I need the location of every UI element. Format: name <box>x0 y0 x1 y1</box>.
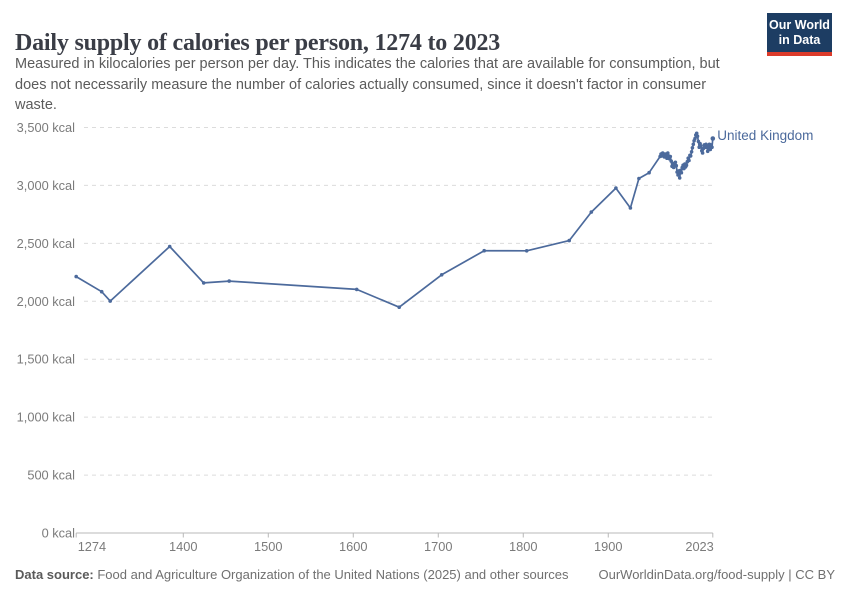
y-axis-tick-label: 0 kcal <box>42 526 75 541</box>
owid-logo: Our World in Data <box>767 13 832 56</box>
data-point-marker <box>397 305 402 310</box>
subtitle-line: Measured in kilocalories per person per … <box>15 56 720 72</box>
data-point-marker <box>700 151 705 155</box>
data-point-marker <box>710 145 714 149</box>
data-point-marker <box>671 165 676 170</box>
data-point-marker <box>710 136 716 141</box>
data-point-marker <box>689 150 694 154</box>
data-point-marker <box>99 289 104 294</box>
subtitle-line: does not necessarily measure the number … <box>15 76 707 93</box>
data-point-marker <box>699 144 703 148</box>
data-point-marker <box>589 210 594 214</box>
data-point-marker <box>614 186 618 190</box>
data-point-marker <box>691 142 696 147</box>
data-point-marker <box>108 299 112 303</box>
data-point-marker <box>705 149 710 154</box>
x-axis-tick-label: 1274 <box>78 539 106 554</box>
x-axis-tick-label: 1500 <box>254 539 282 554</box>
data-point-marker <box>688 154 693 158</box>
y-axis-tick-label: 3,500 kcal <box>17 120 75 135</box>
data-point-marker <box>647 170 651 175</box>
data-point-marker <box>690 146 695 150</box>
data-point-marker <box>167 244 172 249</box>
data-point-marker <box>679 170 684 175</box>
data-point-marker <box>354 287 359 292</box>
x-axis-tick-label: 2023 <box>685 539 713 554</box>
data-point-marker <box>687 158 691 163</box>
y-axis-tick-label: 2,000 kcal <box>17 294 75 309</box>
x-axis-tick-label: 1700 <box>424 539 452 554</box>
chart-subtitle: Measured in kilocalories per person per … <box>15 54 735 116</box>
x-axis-tick-label: 1900 <box>594 539 622 554</box>
data-point-marker <box>668 154 673 159</box>
series-line <box>75 132 714 309</box>
data-point-marker <box>695 134 700 138</box>
x-axis-tick-label: 1400 <box>169 539 197 554</box>
data-point-marker <box>524 249 529 253</box>
x-axis-tick-label: 1600 <box>339 539 367 554</box>
data-point-marker <box>637 176 641 181</box>
data-point-marker <box>676 173 680 177</box>
chart-footer: Data source: Food and Agriculture Organi… <box>15 567 835 582</box>
data-point-marker <box>567 238 571 243</box>
y-axis-tick-label: 2,500 kcal <box>17 236 75 251</box>
data-point-marker <box>482 248 487 253</box>
data-point-marker <box>677 176 682 180</box>
data-source-text: Food and Agriculture Organization of the… <box>93 567 569 582</box>
data-source-label: Data source: <box>15 567 94 582</box>
data-point-marker <box>201 281 206 285</box>
data-point-marker <box>227 279 231 283</box>
subtitle-line: waste. <box>15 97 57 113</box>
owid-logo-line2: in Data <box>778 32 821 47</box>
y-axis-tick-label: 500 kcal <box>27 468 75 483</box>
data-point-marker <box>674 163 679 168</box>
y-axis-tick-label: 1,500 kcal <box>17 352 75 367</box>
data-point-marker <box>666 151 670 155</box>
data-point-marker <box>673 160 678 165</box>
series-end-label: United Kingdom <box>717 128 813 143</box>
data-point-marker <box>684 163 689 167</box>
credit-line: OurWorldinData.org/food-supply | CC BY <box>598 567 835 582</box>
page-title: Daily supply of calories per person, 127… <box>15 30 501 57</box>
y-axis-tick-label: 1,000 kcal <box>17 410 75 425</box>
data-point-marker <box>704 142 708 147</box>
data-point-marker <box>694 131 699 136</box>
data-point-marker <box>628 206 633 210</box>
y-axis-tick-label: 3,000 kcal <box>17 178 75 193</box>
data-source: Data source: Food and Agriculture Organi… <box>15 567 569 582</box>
data-point-marker <box>74 274 78 279</box>
owid-logo-line1: Our World <box>769 17 830 32</box>
data-point-marker <box>693 136 697 141</box>
data-point-marker <box>439 273 444 277</box>
x-axis-tick-label: 1800 <box>509 539 537 554</box>
